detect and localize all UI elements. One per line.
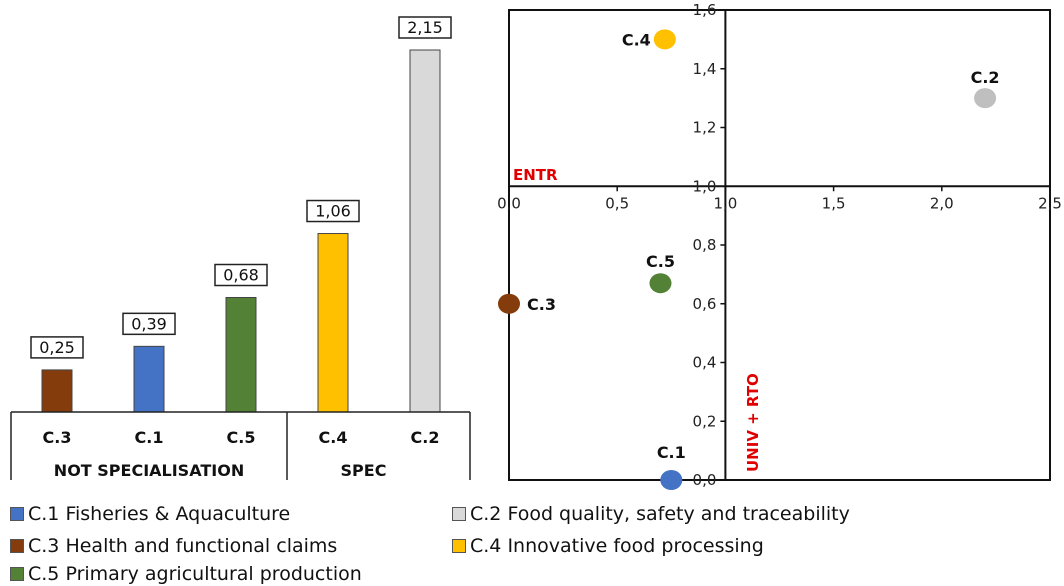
x-tick-label: 0,0 — [497, 194, 521, 212]
point-C.1 — [660, 470, 683, 490]
legend-swatch — [10, 567, 24, 581]
bar-C.5 — [225, 297, 257, 413]
x-tick-label: 1,5 — [822, 194, 846, 212]
scatter-ticks: 0,0 0,5 1,0 1,5 2,0 2,5 0,0 0,2 0,4 0,6 0,8 1,0 1,2 1… — [497, 1, 1062, 489]
bar-value-label: 0,25 — [39, 338, 75, 357]
legend-code: C.1 — [28, 503, 60, 525]
bar-C.2 — [409, 49, 441, 413]
bar-value-box — [214, 263, 268, 287]
bar-value-box — [398, 16, 452, 39]
bar-C.4 — [317, 233, 349, 413]
scatter-frame — [508, 9, 1051, 481]
y-tick-label: 1,2 — [693, 119, 717, 137]
legend-item-c3: C.3 Health and functional claims — [10, 535, 337, 557]
point-label: C.5 — [646, 252, 675, 271]
x-tick-label: 1,0 — [713, 194, 737, 212]
y-tick-label: 1,6 — [693, 1, 717, 19]
bar-category-axis: C.3 C.1 C.5 C.4 C.2 NOT SPECIALISATION SPEC — [10, 411, 471, 480]
point-label: C.4 — [622, 30, 651, 49]
bar-value-box — [30, 336, 84, 359]
bar-C.3 — [41, 369, 73, 413]
point-C.4 — [653, 29, 676, 50]
point-label: C.1 — [657, 443, 686, 462]
bar-group-label: NOT SPECIALISATION — [54, 461, 244, 480]
point-C.5 — [649, 273, 672, 294]
bar-value-label: 0,39 — [131, 314, 167, 333]
bar-category-label: C.3 — [43, 428, 72, 447]
legend-swatch — [452, 539, 466, 553]
x-tick-label: 2,0 — [930, 194, 954, 212]
x-tick-label: 0,5 — [605, 194, 629, 212]
scatter-border — [508, 9, 1051, 481]
y-tick-label: 1,4 — [693, 60, 717, 78]
legend-swatch — [452, 507, 466, 521]
legend-code: C.2 — [470, 503, 502, 525]
bar-category-label: C.4 — [319, 428, 348, 447]
y-tick-label: 1,0 — [693, 177, 717, 195]
y-tick-label: 0,0 — [693, 471, 717, 489]
y-tick-label: 0,8 — [693, 236, 717, 254]
bar-value-box — [306, 199, 360, 223]
bar-category-label: C.5 — [227, 428, 256, 447]
legend-item-c2: C.2 Food quality, safety and traceabilit… — [452, 503, 850, 525]
bar-group-label: SPEC — [341, 461, 387, 480]
legend-text: Primary agricultural production — [65, 563, 362, 585]
legend-item-c4: C.4 Innovative food processing — [452, 535, 764, 557]
legend-code: C.4 — [470, 535, 502, 557]
legend-code: C.5 — [28, 563, 60, 585]
bar-category-label: C.2 — [411, 428, 440, 447]
bar-value-label: 0,68 — [223, 266, 259, 285]
legend-swatch — [10, 507, 24, 521]
legend-item-c1: C.1 Fisheries & Aquaculture — [10, 503, 290, 525]
point-label: C.3 — [527, 295, 556, 314]
scatter-points: C.1 C.2 C.3 C.4 C.5 — [498, 29, 1000, 490]
bar-value-label: 2,15 — [407, 18, 443, 37]
scatter-y-axis-label: UNIV + RTO — [744, 373, 762, 472]
legend-swatch — [10, 539, 24, 553]
bar-value-label: 1,06 — [315, 202, 351, 221]
y-tick-label: 0,2 — [693, 412, 717, 430]
legend-item-c5: C.5 Primary agricultural production — [10, 563, 362, 585]
bar-C.1 — [133, 345, 165, 413]
x-tick-label: 2,5 — [1038, 194, 1062, 212]
bar-category-label: C.1 — [135, 428, 164, 447]
legend-text: Food quality, safety and traceability — [507, 503, 850, 525]
legend-code: C.3 — [28, 535, 60, 557]
point-C.3 — [498, 293, 520, 314]
point-label: C.2 — [971, 68, 1000, 87]
y-tick-label: 0,6 — [693, 295, 717, 313]
point-C.2 — [974, 88, 997, 109]
legend-text: Fisheries & Aquaculture — [65, 503, 291, 525]
bar-value-box — [122, 312, 176, 336]
y-tick-label: 0,4 — [693, 354, 717, 372]
legend-text: Innovative food processing — [507, 535, 764, 557]
scatter-x-axis-label: ENTR — [513, 166, 558, 184]
bar-marks: 0,25 0,39 0,68 1,06 2,15 — [30, 16, 452, 413]
legend-text: Health and functional claims — [65, 535, 338, 557]
